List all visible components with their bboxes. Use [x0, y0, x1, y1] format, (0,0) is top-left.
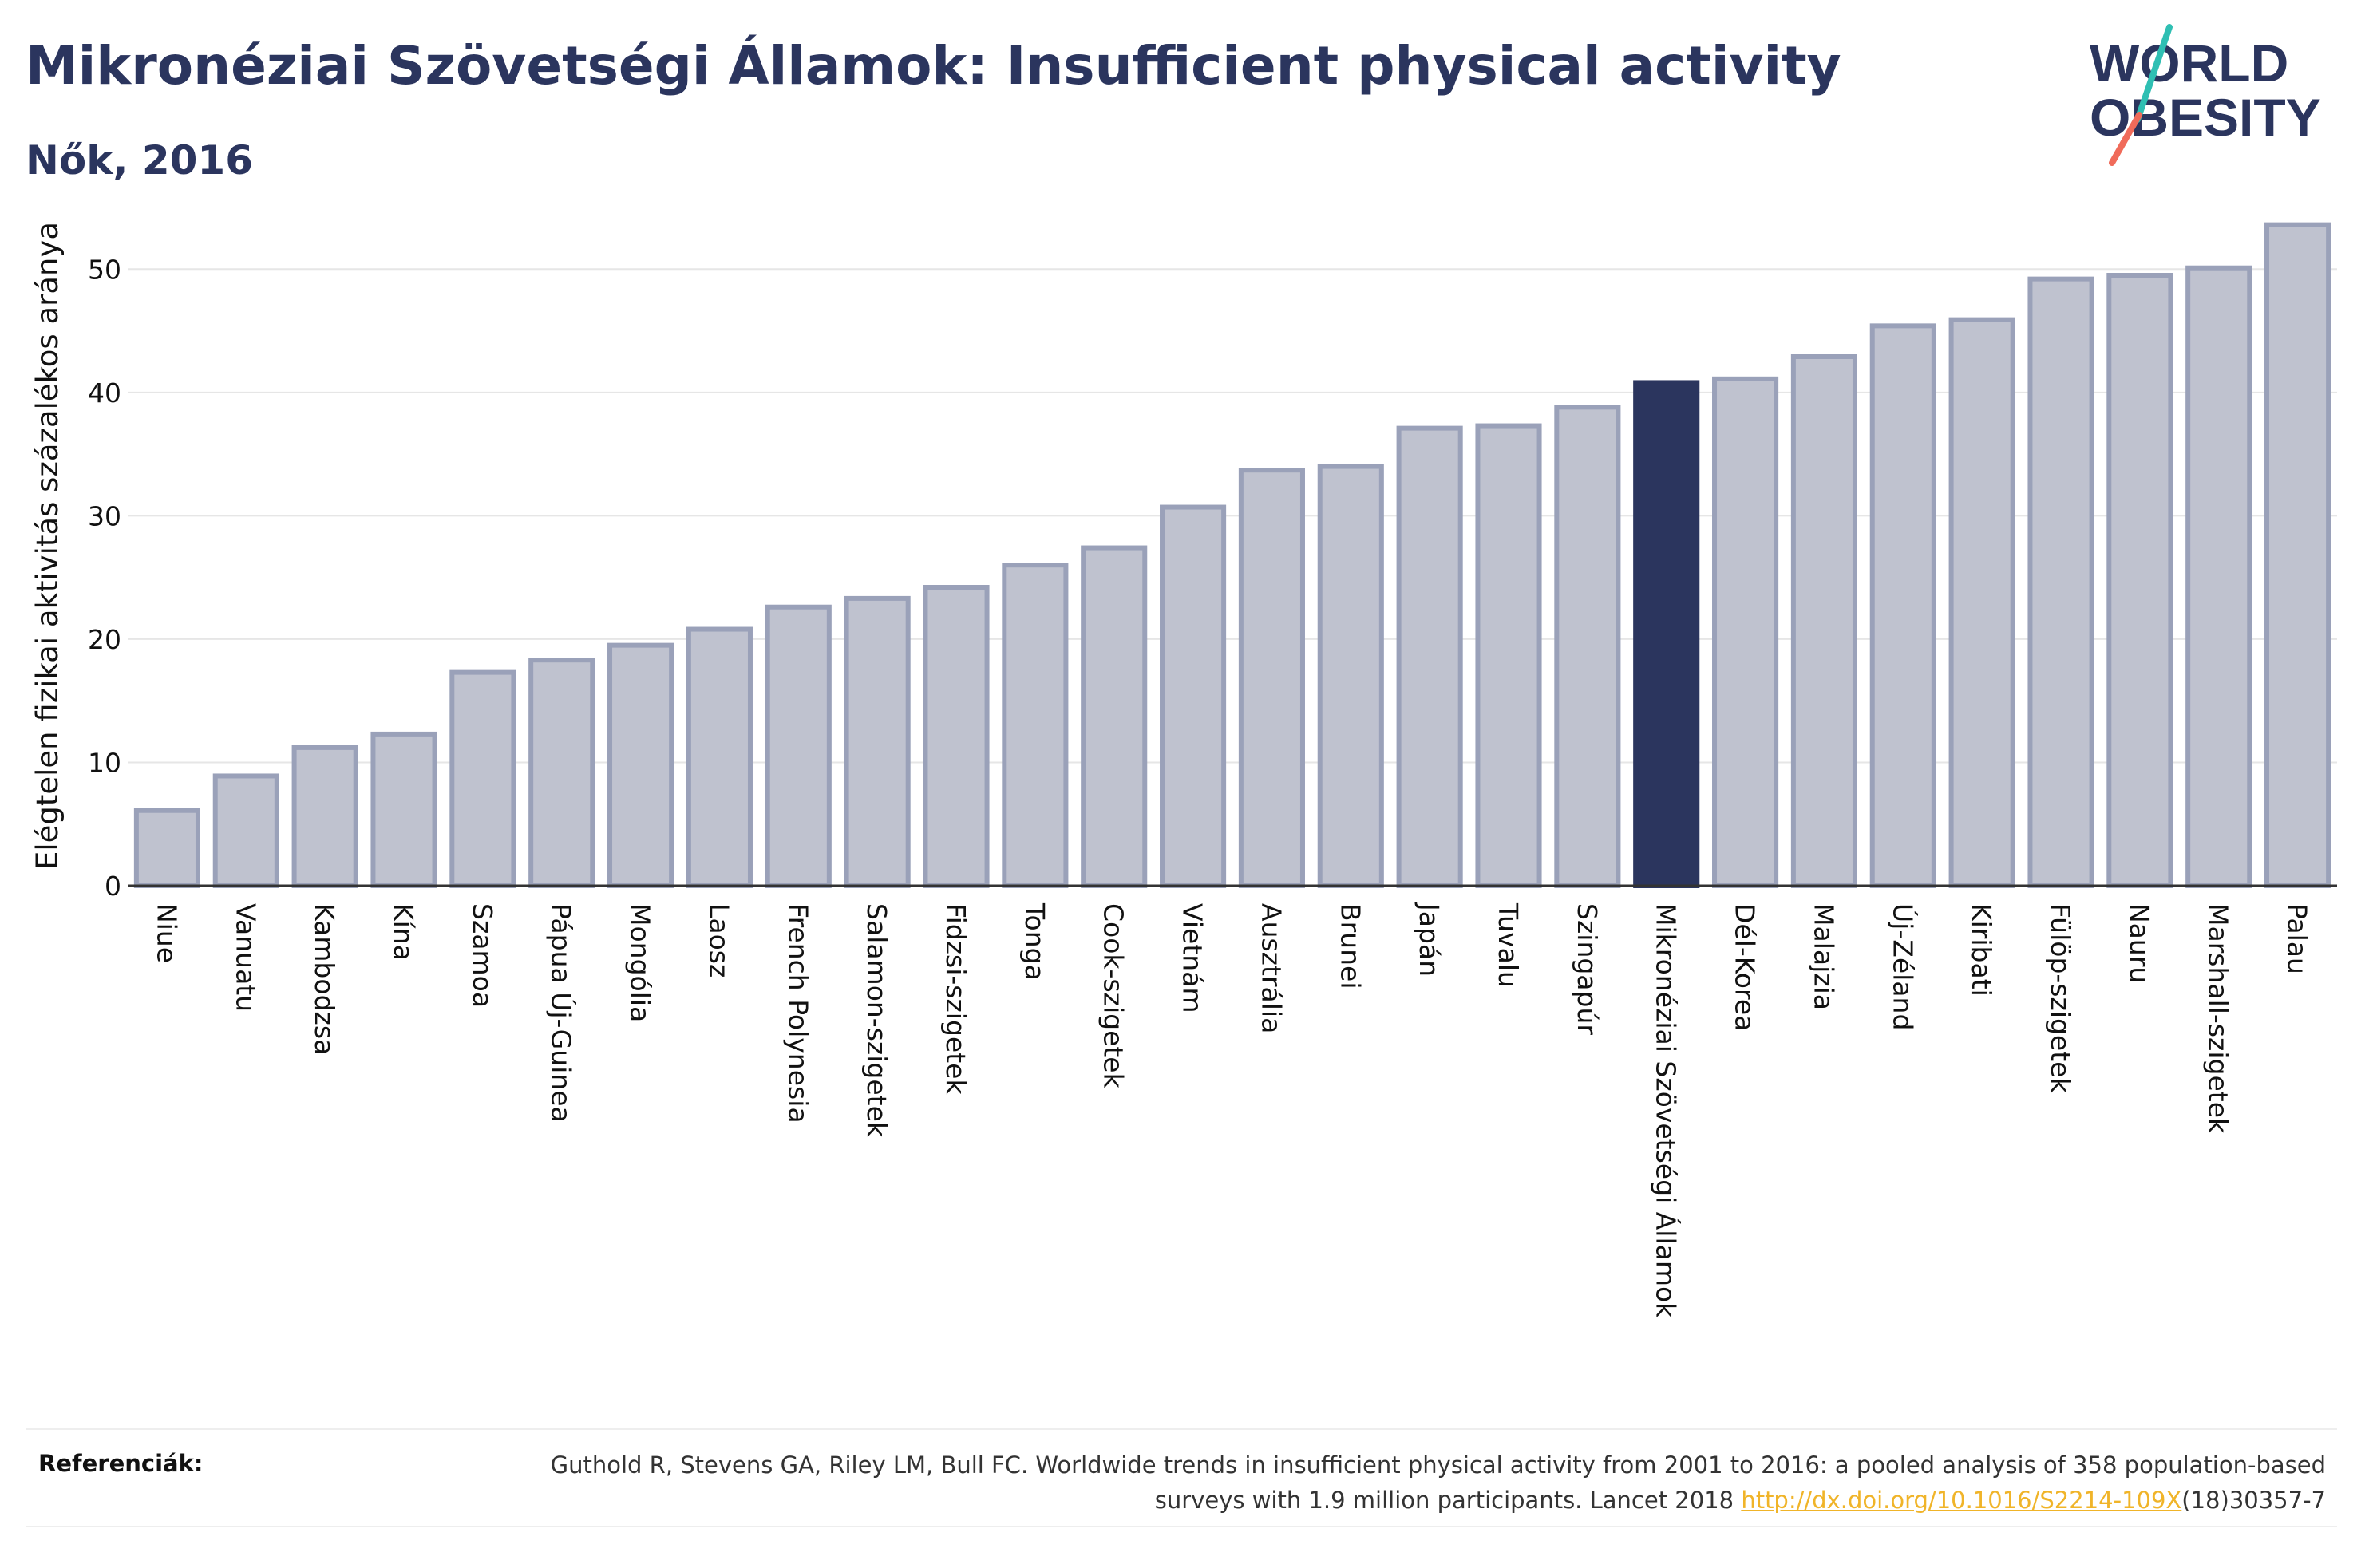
bar-french-polynesia[interactable]: [765, 604, 832, 889]
x-tick-label: Szamoa: [467, 903, 498, 1008]
bar-kambodzsa[interactable]: [291, 745, 358, 889]
references-text: Guthold R, Stevens GA, Riley LM, Bull FC…: [490, 1448, 2326, 1518]
x-tick-label: Laosz: [703, 903, 734, 978]
bar-vietn-m[interactable]: [1160, 504, 1227, 889]
x-tick-label: Fülöp-szigetek: [2045, 903, 2076, 1093]
bar-kiribati[interactable]: [1948, 317, 2015, 888]
x-tick-label: Japán: [1414, 902, 1445, 977]
bar-mong-lia[interactable]: [607, 642, 674, 888]
x-tick-label: Dél-Korea: [1730, 903, 1761, 1031]
x-tick-label: Cook-szigetek: [1098, 903, 1129, 1089]
y-tick-label: 40: [88, 377, 121, 409]
bar--j-z-land[interactable]: [1869, 323, 1936, 888]
world-obesity-logo[interactable]: WORLD OBESITY: [2075, 24, 2347, 176]
x-tick-label: Fidzsi-szigetek: [940, 903, 971, 1095]
bar-salamon-szigetek[interactable]: [844, 595, 911, 889]
references-label: Referenciák:: [38, 1450, 204, 1477]
bar-d-l-korea[interactable]: [1712, 376, 1779, 888]
reference-citation-suffix: (18)30357-7: [2181, 1487, 2326, 1514]
x-tick-label: Palau: [2282, 903, 2313, 974]
logo-text-line1: WORLD: [2090, 34, 2288, 93]
x-tick-label: Vanuatu: [230, 903, 261, 1012]
x-tick-label: Salamon-szigetek: [861, 903, 892, 1138]
bar-k-na[interactable]: [370, 731, 437, 889]
reference-divider-top: [26, 1428, 2337, 1430]
bar-szamoa[interactable]: [449, 669, 516, 888]
x-tick-label: French Polynesia: [782, 903, 813, 1124]
y-tick-label: 10: [88, 747, 121, 778]
y-tick-label: 20: [88, 624, 121, 655]
bar-niue[interactable]: [133, 808, 200, 889]
bar-vanuatu[interactable]: [212, 773, 279, 888]
x-tick-label: Kína: [388, 903, 419, 961]
x-tick-label: Szingapúr: [1572, 903, 1603, 1035]
logo-slash-teal: [2134, 24, 2173, 123]
bar-malajzia[interactable]: [1790, 354, 1857, 888]
bar-palau[interactable]: [2264, 222, 2331, 888]
bars: [133, 222, 2331, 889]
x-tick-label: Marshall-szigetek: [2203, 903, 2234, 1134]
x-tick-label: Tuvalu: [1493, 902, 1524, 988]
bar-brunei[interactable]: [1317, 464, 1384, 888]
reference-doi-link[interactable]: http://dx.doi.org/10.1016/S2214-109X: [1741, 1487, 2182, 1514]
bar-nauru[interactable]: [2106, 273, 2173, 888]
x-tick-label: Kiribati: [1966, 903, 1997, 997]
bar-tuvalu[interactable]: [1475, 423, 1542, 888]
bar-marshall-szigetek[interactable]: [2185, 265, 2252, 888]
reference-divider-bottom: [26, 1526, 2337, 1527]
x-tick-label: Vietnám: [1177, 903, 1208, 1013]
x-tick-label: Pápua Új-Guinea: [546, 903, 578, 1123]
bar-fidzsi-szigetek[interactable]: [923, 585, 990, 888]
x-tick-label: Tonga: [1019, 902, 1050, 981]
logo-slash-coral: [2109, 112, 2142, 166]
x-tick-label: Brunei: [1335, 903, 1366, 989]
y-tick-label: 30: [88, 500, 121, 531]
bar-ausztr-lia[interactable]: [1238, 468, 1305, 888]
y-tick-label: 50: [88, 254, 121, 285]
x-tick-label: Ausztrália: [1256, 903, 1287, 1033]
bar-szingap-r[interactable]: [1554, 405, 1621, 888]
bar-cook-szigetek[interactable]: [1081, 545, 1148, 889]
bar-chart: 0 10 20 30 40 50 Niue Vanuatu Kambodzsa Kína Szamo…: [30, 222, 2337, 1318]
bar-mikron-ziai-sz-vets-gi-llamok[interactable]: [1633, 380, 1700, 889]
x-tick-label: Kambodzsa: [309, 903, 340, 1055]
bar-f-l-p-szigetek[interactable]: [2027, 276, 2094, 888]
chart-title: Mikronéziai Szövetségi Államok: Insuffic…: [26, 35, 1841, 97]
x-tick-label: Niue: [151, 903, 182, 963]
bar-p-pua-j-guinea[interactable]: [528, 658, 595, 888]
axes: 0 10 20 30 40 50 Niue Vanuatu Kambodzsa Kína Szamo…: [88, 254, 2337, 1318]
bar-jap-n[interactable]: [1396, 425, 1463, 888]
bar-laosz[interactable]: [686, 626, 753, 889]
x-tick-label: Mikronéziai Szövetségi Államok: [1651, 903, 1683, 1318]
x-tick-label: Mongólia: [625, 903, 656, 1022]
reference-citation: Guthold R, Stevens GA, Riley LM, Bull FC…: [550, 1451, 2326, 1514]
bar-tonga[interactable]: [1002, 563, 1069, 888]
x-tick-label: Nauru: [2124, 903, 2155, 983]
x-tick-label: Malajzia: [1808, 903, 1839, 1010]
chart-subtitle: Nők, 2016: [26, 137, 254, 184]
y-axis-title: Elégtelen fizikai aktivitás százalékos a…: [30, 222, 65, 870]
y-tick-label: 0: [105, 871, 121, 902]
x-tick-label: Új-Zéland: [1887, 903, 1919, 1030]
